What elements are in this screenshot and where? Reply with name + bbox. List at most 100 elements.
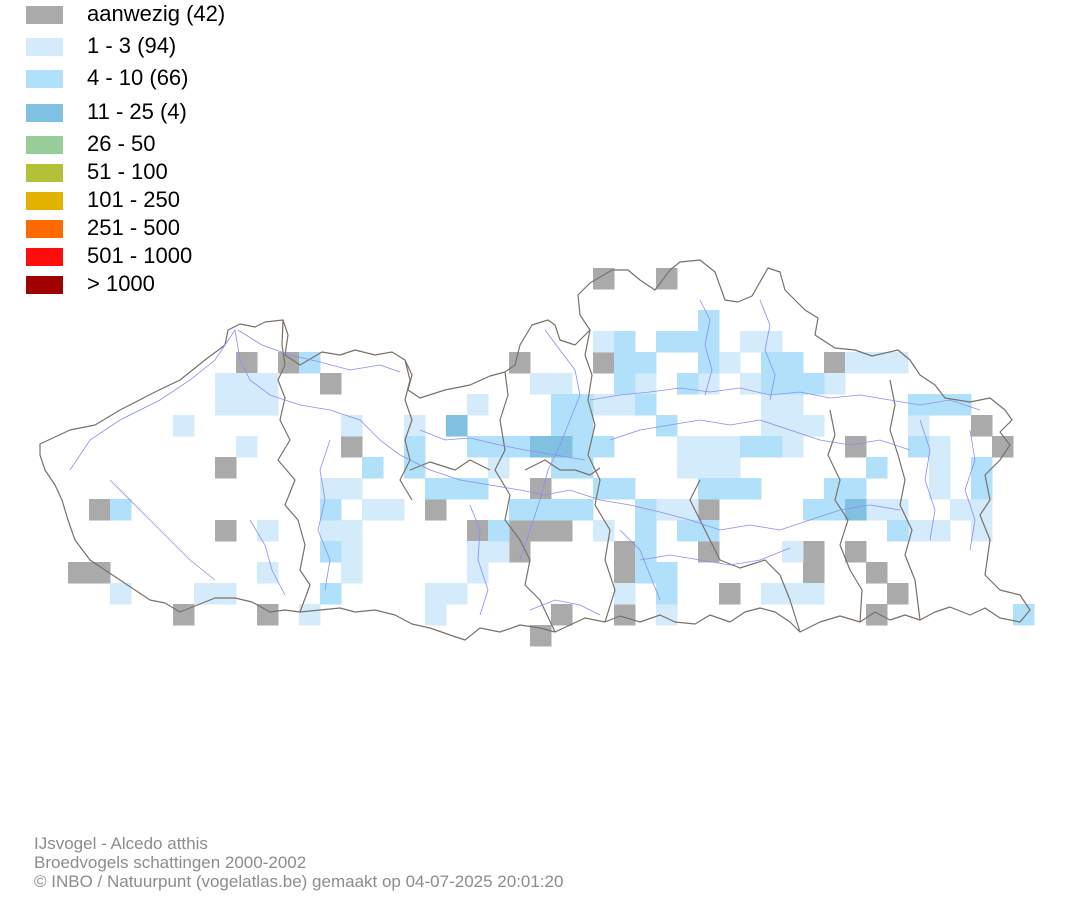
grid-cell bbox=[719, 583, 741, 605]
grid-cell bbox=[635, 541, 657, 563]
grid-cell bbox=[803, 499, 825, 521]
province-border bbox=[494, 371, 556, 633]
grid-cell bbox=[971, 520, 993, 542]
grid-cell bbox=[719, 352, 741, 374]
grid-cell bbox=[677, 373, 699, 395]
river bbox=[469, 504, 489, 616]
grid-cell bbox=[803, 415, 825, 437]
grid-cell bbox=[425, 604, 447, 626]
grid-cell bbox=[929, 478, 951, 500]
grid-cell bbox=[467, 436, 489, 458]
grid-cell bbox=[530, 625, 552, 647]
grid-cell bbox=[845, 499, 867, 521]
grid-cell bbox=[614, 394, 636, 416]
grid-cell bbox=[215, 520, 237, 542]
grid-cell bbox=[320, 583, 342, 605]
grid-cell bbox=[761, 331, 783, 353]
grid-cell bbox=[488, 436, 510, 458]
grid-cell bbox=[803, 373, 825, 395]
grid-cell bbox=[551, 436, 573, 458]
grid-cell bbox=[593, 520, 615, 542]
grid-cell bbox=[257, 394, 279, 416]
province-border bbox=[409, 459, 491, 471]
grid-cell bbox=[635, 499, 657, 521]
legend-label: 4 - 10 (66) bbox=[87, 65, 189, 90]
grid-cell bbox=[488, 541, 510, 563]
grid-cell bbox=[719, 436, 741, 458]
legend-swatch bbox=[26, 38, 63, 56]
grid-cell bbox=[635, 394, 657, 416]
grid-cell bbox=[551, 604, 573, 626]
river bbox=[249, 519, 286, 596]
grid-cell bbox=[803, 562, 825, 584]
grid-cell bbox=[320, 541, 342, 563]
grid-cell bbox=[698, 541, 720, 563]
grid-cell bbox=[677, 436, 699, 458]
legend-swatch bbox=[26, 136, 63, 154]
grid-cell bbox=[488, 520, 510, 542]
grid-cell bbox=[908, 436, 930, 458]
grid-cell bbox=[383, 499, 405, 521]
grid-cell bbox=[614, 604, 636, 626]
legend-label: aanwezig (42) bbox=[87, 1, 226, 26]
grid-cell bbox=[698, 310, 720, 332]
grid-cell bbox=[740, 373, 762, 395]
grid-cell bbox=[908, 520, 930, 542]
grid-cell bbox=[530, 478, 552, 500]
grid-cell bbox=[719, 457, 741, 479]
grid-cell bbox=[971, 457, 993, 479]
grid-cell bbox=[698, 499, 720, 521]
river bbox=[529, 599, 601, 616]
grid-cell bbox=[992, 436, 1014, 458]
grid-cell bbox=[929, 457, 951, 479]
grid-cell bbox=[320, 373, 342, 395]
grid-cell bbox=[614, 583, 636, 605]
grid-cell bbox=[551, 457, 573, 479]
rivers bbox=[69, 299, 981, 616]
legend-label: 26 - 50 bbox=[87, 131, 156, 156]
grid-cell bbox=[320, 499, 342, 521]
grid-cell bbox=[572, 457, 594, 479]
grid-cell bbox=[698, 478, 720, 500]
grid-cell bbox=[929, 394, 951, 416]
grid-cell bbox=[194, 583, 216, 605]
river bbox=[689, 504, 901, 531]
grid-cell bbox=[677, 331, 699, 353]
grid-cell bbox=[887, 352, 909, 374]
outer-border bbox=[39, 259, 1031, 641]
grid-cell bbox=[803, 583, 825, 605]
grid-cell bbox=[761, 436, 783, 458]
legend-label: 501 - 1000 bbox=[87, 243, 193, 268]
province-border bbox=[689, 479, 801, 633]
province-border bbox=[399, 359, 413, 501]
grid-cell bbox=[866, 352, 888, 374]
grid-cell bbox=[887, 583, 909, 605]
grid-cell bbox=[110, 583, 132, 605]
grid-cell bbox=[866, 499, 888, 521]
grid-cells bbox=[68, 268, 1035, 647]
grid-cell bbox=[782, 352, 804, 374]
grid-cell bbox=[362, 499, 384, 521]
grid-cell bbox=[257, 520, 279, 542]
grid-cell bbox=[635, 352, 657, 374]
grid-cell bbox=[404, 436, 426, 458]
grid-cell bbox=[509, 352, 531, 374]
province-border bbox=[889, 379, 921, 621]
grid-cell bbox=[509, 499, 531, 521]
grid-cell bbox=[299, 352, 321, 374]
grid-cell bbox=[257, 562, 279, 584]
river bbox=[237, 329, 401, 373]
grid-cell bbox=[572, 394, 594, 416]
province-border bbox=[277, 319, 311, 613]
river bbox=[699, 299, 713, 396]
grid-cell bbox=[425, 583, 447, 605]
grid-cell bbox=[509, 520, 531, 542]
grid-cell bbox=[782, 583, 804, 605]
legend-swatch bbox=[26, 248, 63, 266]
grid-cell bbox=[215, 583, 237, 605]
grid-cell bbox=[614, 373, 636, 395]
grid-cell bbox=[824, 352, 846, 374]
grid-cell bbox=[740, 331, 762, 353]
legend-swatch bbox=[26, 220, 63, 238]
grid-cell bbox=[866, 457, 888, 479]
